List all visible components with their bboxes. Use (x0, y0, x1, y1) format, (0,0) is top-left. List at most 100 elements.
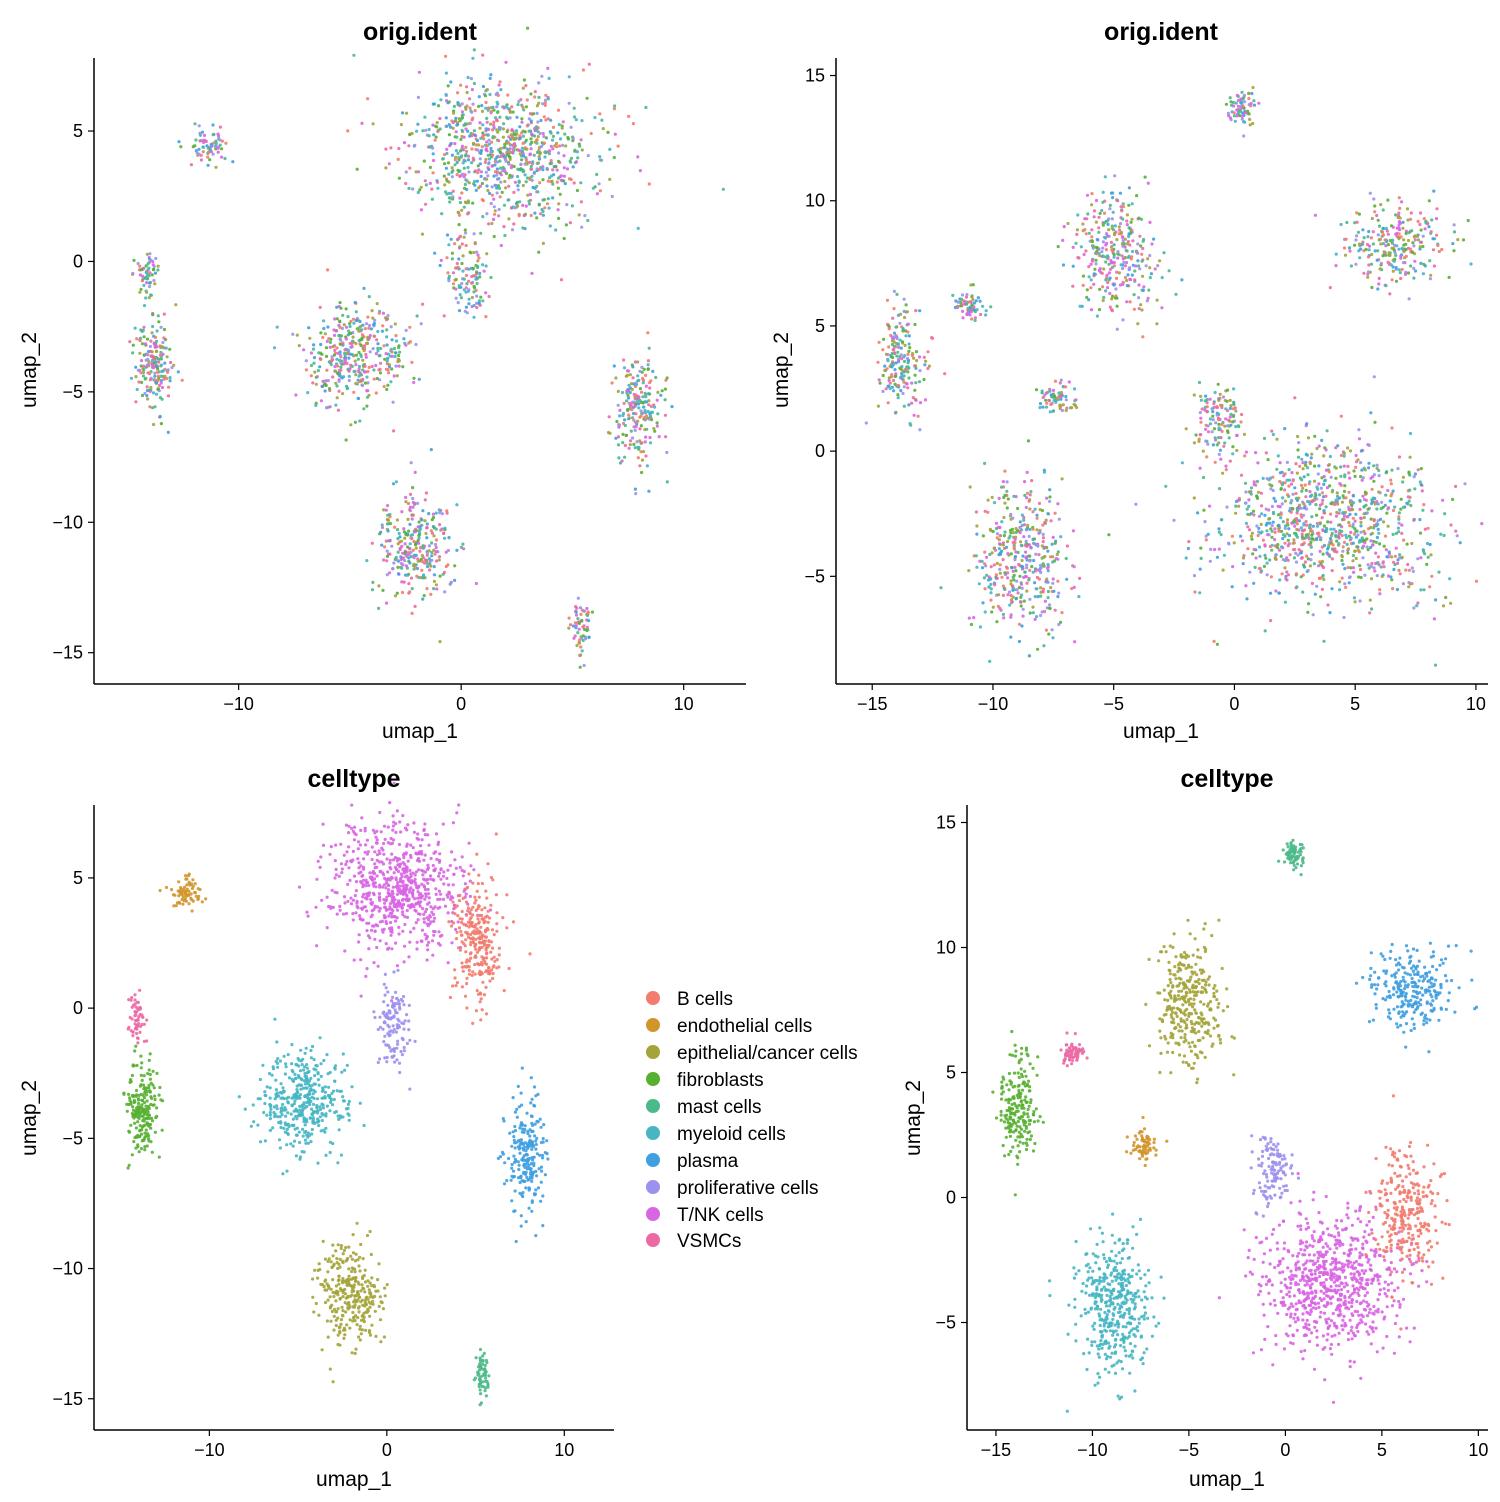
data-point (472, 250, 476, 255)
data-point (153, 271, 158, 275)
data-point (1103, 221, 1107, 225)
data-point (1319, 536, 1323, 540)
data-point (515, 132, 519, 136)
data-point (142, 325, 146, 329)
data-point (1308, 564, 1312, 568)
data-point (521, 141, 525, 145)
data-point (1016, 591, 1020, 595)
data-point (1338, 580, 1342, 584)
data-point (1302, 541, 1306, 545)
data-point (642, 367, 646, 371)
data-point (971, 297, 975, 302)
data-point (166, 394, 171, 398)
data-point (272, 346, 277, 350)
data-point (1156, 264, 1160, 268)
data-point (161, 369, 165, 373)
data-point (489, 150, 493, 154)
data-point (1056, 579, 1060, 583)
data-point (425, 522, 429, 526)
data-point (574, 613, 579, 617)
data-point (342, 323, 346, 327)
data-point (144, 352, 148, 356)
data-point (484, 148, 488, 152)
data-point (1330, 587, 1334, 591)
data-point (1084, 232, 1088, 236)
data-point (1167, 269, 1171, 273)
data-point (506, 153, 510, 157)
data-point (653, 429, 657, 433)
data-point (168, 376, 172, 380)
data-point (981, 534, 986, 538)
data-point (567, 626, 571, 630)
data-point (1036, 647, 1040, 651)
data-point (1221, 568, 1225, 572)
data-point (1387, 550, 1391, 554)
data-point (1328, 611, 1332, 615)
data-point (644, 373, 648, 377)
data-point (573, 621, 578, 625)
data-point (541, 168, 545, 172)
data-point (1469, 262, 1473, 266)
cluster-t-nk-and-b-cells (1107, 375, 1484, 667)
data-point (896, 358, 901, 362)
data-point (1137, 264, 1141, 268)
data-point (1245, 597, 1249, 601)
data-point (551, 168, 555, 172)
data-point (499, 173, 503, 177)
data-point (964, 300, 968, 304)
data-point (443, 536, 447, 540)
data-point (1407, 231, 1411, 235)
data-point (1334, 498, 1338, 502)
data-point (156, 367, 160, 371)
data-point (1252, 480, 1256, 484)
data-point (914, 309, 918, 313)
data-point (345, 850, 349, 854)
data-point (1127, 226, 1131, 230)
data-point (1222, 553, 1226, 557)
data-point (1025, 581, 1029, 585)
data-point (386, 529, 390, 533)
data-point (1025, 470, 1029, 474)
data-point (535, 104, 540, 108)
data-point (1218, 392, 1222, 396)
data-point (1232, 402, 1236, 406)
data-point (428, 165, 432, 169)
data-point (378, 354, 382, 358)
data-point (392, 374, 396, 378)
data-point (641, 381, 645, 385)
data-point (394, 364, 398, 368)
data-point (1421, 272, 1425, 276)
data-point (1279, 512, 1283, 517)
data-point (529, 167, 534, 171)
data-point (1310, 529, 1314, 533)
data-point (465, 311, 469, 315)
data-point (1283, 524, 1288, 528)
data-point (1053, 608, 1057, 612)
data-point (1308, 480, 1312, 484)
data-point (512, 142, 517, 146)
data-point (897, 383, 901, 388)
data-point (487, 138, 491, 142)
data-point (887, 327, 891, 331)
data-point (1021, 614, 1025, 618)
data-point (1004, 545, 1009, 549)
data-point (960, 297, 964, 301)
data-point (1208, 422, 1213, 426)
data-point (1367, 263, 1371, 267)
data-point (1303, 536, 1307, 540)
data-point (1363, 538, 1367, 543)
data-point (1112, 243, 1116, 247)
data-point (1322, 474, 1326, 479)
data-point (876, 404, 881, 408)
data-point (1275, 437, 1279, 441)
data-point (146, 363, 150, 367)
data-point (1192, 441, 1196, 445)
data-point (1359, 449, 1363, 453)
data-point (162, 312, 166, 316)
data-point (197, 147, 201, 151)
data-point (1006, 552, 1010, 556)
data-point (528, 160, 532, 164)
data-point (1397, 268, 1401, 272)
data-point (1071, 529, 1075, 533)
data-point (983, 509, 987, 513)
